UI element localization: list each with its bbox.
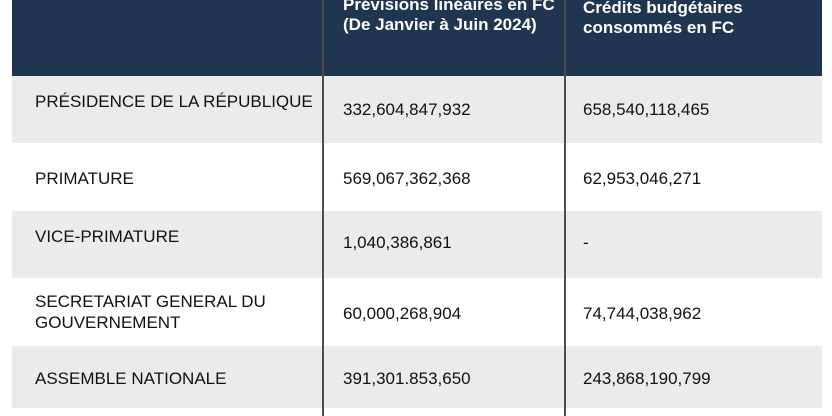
header-credits: Crédits budgétaires consommés en FC	[583, 0, 743, 37]
previsions-cell: 391,301.853,650	[343, 369, 471, 388]
institution-cell: PRÉSIDENCE DE LA RÉPUBLIQUE	[35, 92, 313, 111]
institution-cell: VICE-PRIMATURE	[35, 227, 180, 246]
column-divider	[564, 0, 566, 416]
previsions-cell: 569,067,362,368	[343, 169, 471, 188]
previsions-cell: 60,000,268,904	[343, 304, 462, 323]
table-row: PRIMATURE 569,067,362,368 62,953,046,271	[12, 143, 822, 211]
institution-cell: PRIMATURE	[35, 169, 134, 188]
credits-cell: 243,868,190,799	[583, 369, 711, 388]
header-institution	[12, 0, 322, 76]
table-row: PRÉSIDENCE DE LA RÉPUBLIQUE 332,604,847,…	[12, 76, 822, 143]
table-header: Prévisions linéaires en FC (De Janvier à…	[12, 0, 822, 76]
credits-cell: 74,744,038,962	[583, 304, 702, 323]
column-divider	[322, 0, 324, 416]
header-previsions: Prévisions linéaires en FC (De Janvier à…	[343, 0, 555, 34]
budget-table: Prévisions linéaires en FC (De Janvier à…	[12, 0, 822, 416]
institution-cell: ASSEMBLE NATIONALE	[35, 369, 227, 388]
credits-cell: 62,953,046,271	[583, 169, 702, 188]
previsions-cell: 1,040,386,861	[343, 233, 452, 252]
table-row: VICE-PRIMATURE 1,040,386,861 -	[12, 211, 822, 278]
institution-cell: SECRETARIAT GENERAL DU GOUVERNEMENT	[35, 292, 266, 332]
credits-cell: -	[583, 233, 589, 252]
credits-cell: 658,540,118,465	[583, 100, 710, 119]
table-row: ASSEMBLE NATIONALE 391,301.853,650 243,8…	[12, 346, 822, 408]
table-row: SECRETARIAT GENERAL DU GOUVERNEMENT 60,0…	[12, 278, 822, 346]
previsions-cell: 332,604,847,932	[343, 100, 471, 119]
